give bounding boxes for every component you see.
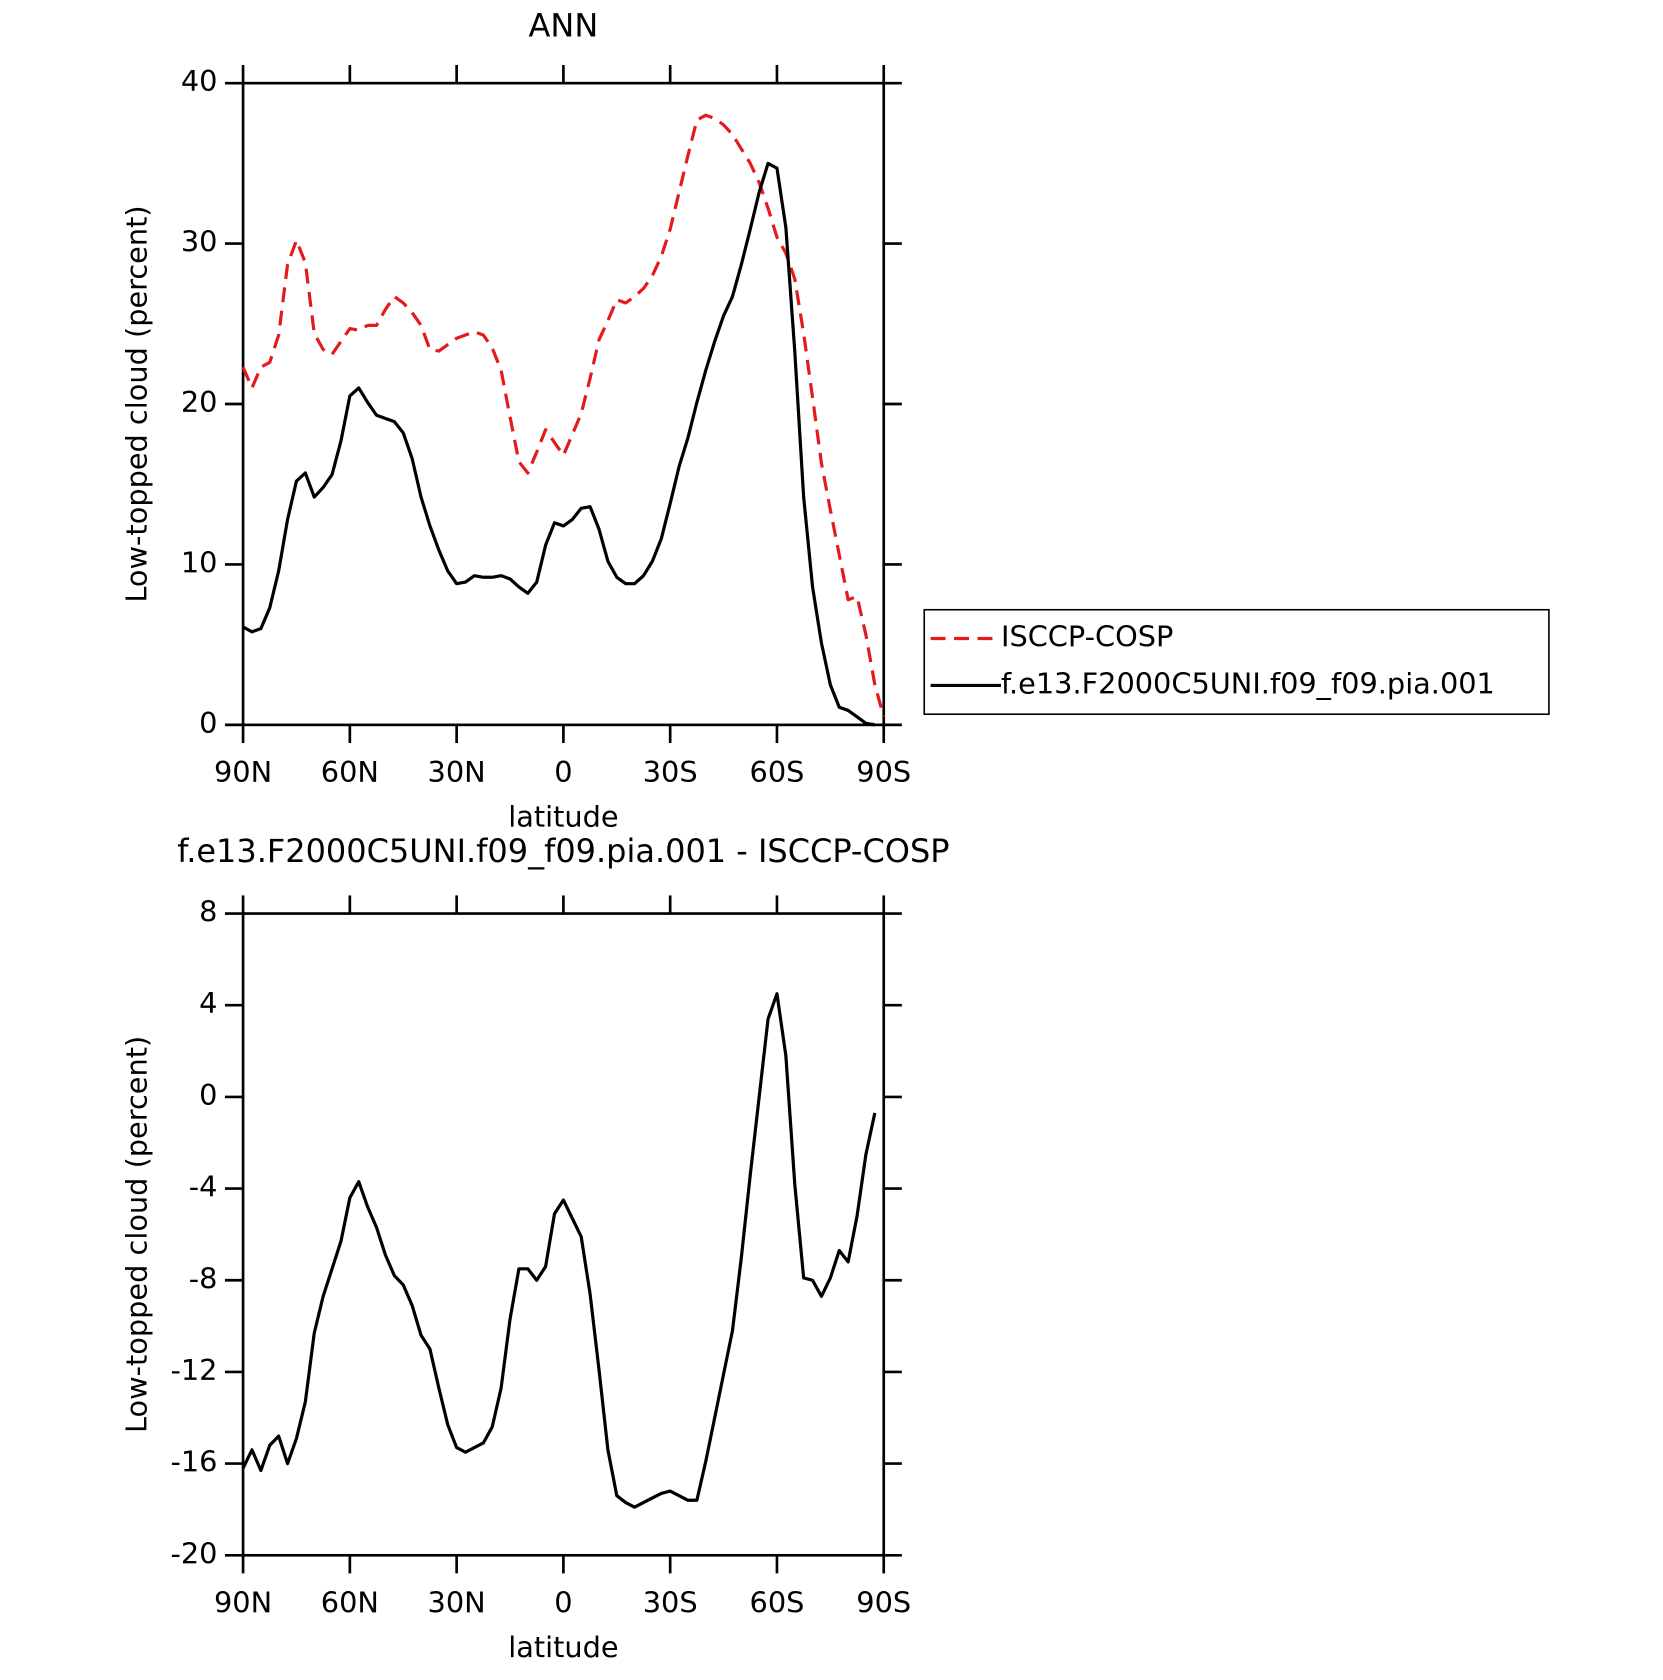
x-tick-label: 0	[554, 755, 572, 789]
y-tick-label: -20	[171, 1536, 218, 1570]
x-tick-label: 60S	[750, 1585, 805, 1619]
x-tick-label: 30N	[428, 755, 486, 789]
y-tick-label: -4	[189, 1170, 218, 1204]
data-line	[241, 992, 877, 1509]
x-tick-label: 60N	[321, 755, 379, 789]
y-tick-label: 20	[181, 385, 218, 419]
legend-label: ISCCP-COSP	[1001, 620, 1173, 654]
y-tick-label: 4	[199, 986, 217, 1020]
x-tick-label: 30N	[428, 1585, 486, 1619]
y-axis-label: Low-topped cloud (percent)	[120, 205, 154, 602]
x-tick-label: 30S	[643, 1585, 698, 1619]
y-tick-label: -12	[171, 1353, 218, 1387]
legend-label: f.e13.F2000C5UNI.f09_f09.pia.001	[1001, 666, 1495, 700]
x-axis-label: latitude	[508, 1630, 618, 1664]
y-tick-label: 30	[181, 225, 218, 259]
x-tick-label: 90N	[214, 1585, 272, 1619]
x-tick-label: 90S	[856, 1585, 911, 1619]
y-tick-label: 40	[181, 64, 218, 98]
chart-title: ANN	[529, 7, 599, 45]
data-line	[241, 113, 886, 718]
x-tick-label: 0	[554, 1585, 572, 1619]
legend-box	[923, 608, 1550, 716]
y-axis-label: Low-topped cloud (percent)	[120, 1036, 154, 1433]
y-tick-label: 8	[199, 895, 217, 929]
plot-frame	[241, 912, 886, 1557]
chart-title: f.e13.F2000C5UNI.f09_f09.pia.001 - ISCCP…	[177, 832, 949, 870]
y-tick-label: -16	[171, 1445, 218, 1479]
plot-frame	[241, 81, 886, 727]
x-tick-label: 90N	[214, 755, 272, 789]
x-tick-label: 60N	[321, 1585, 379, 1619]
x-tick-label: 90S	[856, 755, 911, 789]
data-line	[242, 161, 876, 727]
x-axis-label: latitude	[508, 800, 618, 834]
x-tick-label: 60S	[750, 755, 805, 789]
x-tick-label: 30S	[643, 755, 698, 789]
y-tick-label: -8	[189, 1261, 218, 1295]
y-tick-label: 0	[199, 706, 217, 740]
y-tick-label: 10	[181, 545, 218, 579]
y-tick-label: 0	[199, 1078, 217, 1112]
